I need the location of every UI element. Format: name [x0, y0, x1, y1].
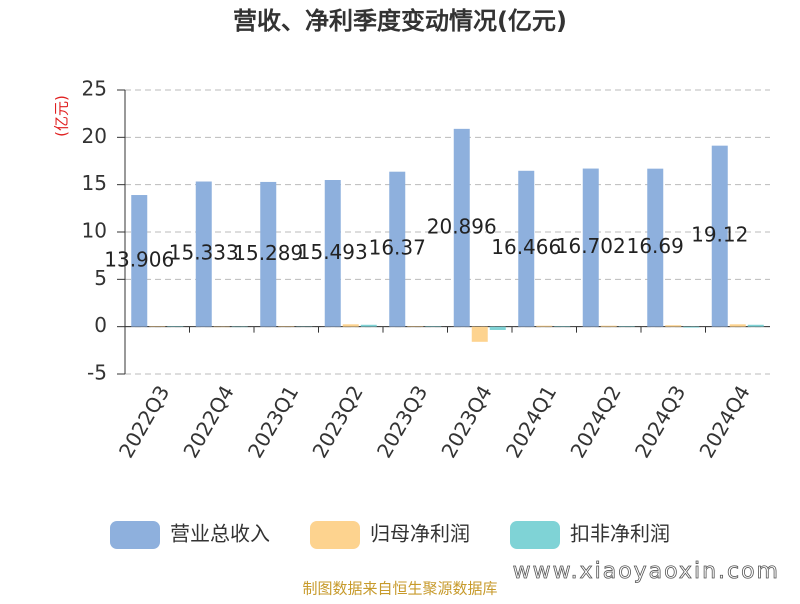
x-tick-label: 2023Q2 [307, 381, 367, 462]
chart-title: 营收、净利季度变动情况(亿元) [233, 7, 567, 35]
legend-swatch [510, 521, 560, 549]
bar [748, 325, 764, 327]
value-label: 16.466 [491, 235, 561, 259]
bar [665, 325, 681, 326]
value-label: 16.702 [556, 234, 626, 258]
value-label: 20.896 [427, 214, 497, 238]
y-tick-label: 25 [82, 77, 107, 101]
y-tick-label: 0 [94, 313, 107, 337]
x-tick-label: 2022Q4 [178, 381, 238, 462]
value-label: 16.69 [627, 234, 684, 258]
y-tick-label: 15 [82, 171, 107, 195]
value-label: 15.493 [298, 240, 368, 264]
bar [472, 327, 488, 342]
value-label: 15.333 [169, 241, 239, 265]
bar [683, 327, 699, 328]
bar [730, 324, 746, 326]
value-label: 16.37 [369, 236, 426, 260]
x-tick-label: 2024Q1 [501, 381, 561, 462]
x-tick-label: 2024Q3 [630, 381, 690, 462]
x-tick-label: 2023Q3 [372, 381, 432, 462]
y-tick-label: 20 [82, 124, 107, 148]
watermark: www.xiaoyaoxin.com [513, 559, 780, 584]
bar [601, 326, 617, 327]
source-note: 制图数据来自恒生聚源数据库 [302, 580, 497, 598]
x-tick-label: 2022Q3 [114, 381, 174, 462]
y-tick-label: -5 [87, 361, 107, 385]
x-tick-label: 2023Q4 [436, 381, 496, 462]
bar [361, 325, 377, 327]
y-axis-label: (亿元) [53, 95, 71, 137]
bar [490, 327, 506, 330]
x-tick-label: 2024Q4 [694, 381, 754, 462]
legend-label: 扣非净利润 [570, 522, 670, 546]
x-tick-label: 2024Q2 [565, 381, 625, 462]
value-label: 15.289 [233, 241, 303, 265]
bar [536, 326, 552, 327]
value-label: 19.12 [691, 223, 748, 247]
legend-label: 营业总收入 [170, 522, 270, 546]
legend-swatch [310, 521, 360, 549]
x-tick-label: 2023Q1 [243, 381, 303, 462]
y-tick-label: 10 [82, 219, 107, 243]
value-label: 13.906 [104, 247, 174, 271]
legend-swatch [110, 521, 160, 549]
bar [343, 324, 359, 326]
legend-label: 归母净利润 [370, 522, 470, 546]
